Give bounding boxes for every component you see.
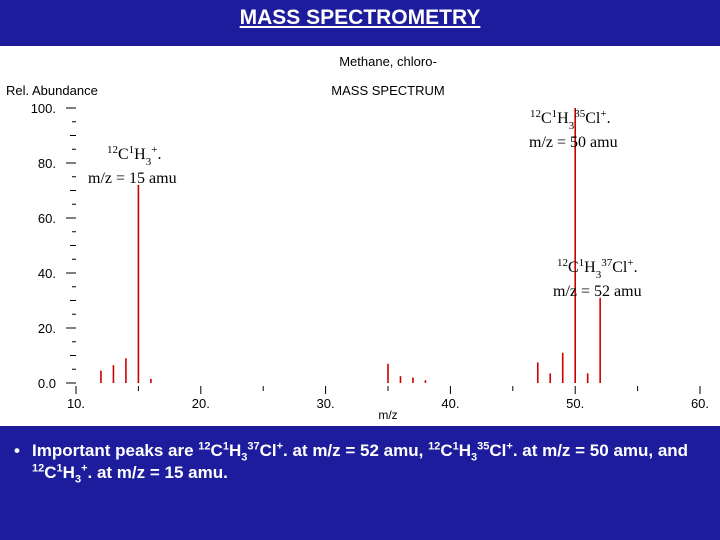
ion-formula-part: 3 <box>596 269 602 281</box>
ion-formula-part: . <box>634 259 638 276</box>
mz-label: m/z = 50 amu <box>529 134 618 151</box>
bullet-text-part: C <box>44 463 57 482</box>
ion-formula-label: 12C1H3+. <box>107 144 161 168</box>
bullet-text-part: 1 <box>452 440 459 453</box>
bullet-text-part: C <box>440 441 453 460</box>
ion-formula-part: 1 <box>129 144 135 156</box>
ion-formula-part: . <box>157 146 161 163</box>
bullet-text-part: + <box>81 462 88 475</box>
bullet-text-part: 37 <box>247 440 260 453</box>
y-tick-label: 40. <box>38 266 56 281</box>
y-tick-label: 100. <box>31 101 56 116</box>
ion-formula-part: 3 <box>569 120 575 132</box>
y-tick-label: 20. <box>38 321 56 336</box>
ion-formula-part: 12 <box>107 144 118 156</box>
bullet-text-part: 3 <box>241 451 248 464</box>
peaks <box>100 108 601 383</box>
ion-formula-part: 12 <box>530 108 541 120</box>
bullet-text-part: 12 <box>32 462 45 475</box>
ion-formula-part: + <box>600 108 606 120</box>
mass-spectrum-svg: Methane, chloro- MASS SPECTRUM Rel. Abun… <box>6 54 709 422</box>
x-tick-label: 30. <box>317 396 335 411</box>
mz-label: m/z = 52 amu <box>553 283 642 300</box>
x-tick-label: 40. <box>441 396 459 411</box>
ion-formula-part: 1 <box>579 257 585 269</box>
ion-formula-part: H <box>557 110 569 127</box>
y-tick-label: 0.0 <box>38 376 56 391</box>
ion-formula-part: Cl <box>585 110 601 127</box>
ion-formula-part: 35 <box>574 108 586 120</box>
bullet-text-part: 1 <box>222 440 229 453</box>
bullet-text-part: 1 <box>56 462 63 475</box>
ion-formula-part: + <box>151 144 157 156</box>
ion-formula-label: 12C1H335Cl+. <box>530 108 611 132</box>
y-tick-label: 80. <box>38 156 56 171</box>
bullet-text-part: . at m/z = 50 amu, and <box>512 441 689 460</box>
ion-formula-part: Cl <box>612 259 628 276</box>
ion-formula-part: H <box>134 146 146 163</box>
bullet-marker: • <box>14 441 20 460</box>
ion-formula-part: 37 <box>601 257 613 269</box>
ion-formula-part: C <box>568 259 579 276</box>
x-tick-label: 20. <box>192 396 210 411</box>
bullet-text-part: 35 <box>477 440 490 453</box>
x-tick-label: 50. <box>566 396 584 411</box>
chart-title: MASS SPECTRUM <box>331 83 444 98</box>
ion-formula-part: C <box>118 146 129 163</box>
bullet-text-part: H <box>458 441 471 460</box>
ion-formula-part: 1 <box>552 108 558 120</box>
y-tick-label: 60. <box>38 211 56 226</box>
bullet-text-part: Cl <box>489 441 507 460</box>
bullet-text-part: C <box>210 441 223 460</box>
x-tick-label: 10. <box>67 396 85 411</box>
bullet-text-part: . at m/z = 52 amu, <box>283 441 429 460</box>
ion-formula-label: 12C1H337Cl+. <box>557 257 638 281</box>
bullet-text-part: + <box>276 440 284 453</box>
ion-formula-part: . <box>607 110 611 127</box>
bullet-text-part: H <box>62 463 75 482</box>
mass-spectrum-chart: Methane, chloro- MASS SPECTRUM Rel. Abun… <box>0 46 720 426</box>
bullet-text: Important peaks are 12C1H337Cl+. at m/z … <box>32 440 714 486</box>
ion-formula-part: 3 <box>146 156 152 168</box>
bullet-text-part: Important peaks are <box>32 441 199 460</box>
ion-formula-part: + <box>627 257 633 269</box>
ion-formula-part: 12 <box>557 257 568 269</box>
bullet-text-part: + <box>506 440 513 453</box>
compound-name: Methane, chloro- <box>339 54 437 69</box>
slide-title: MASS SPECTROMETRY <box>239 6 481 29</box>
bullet-text-part: H <box>228 441 242 460</box>
bullet-text-part: 3 <box>471 451 478 464</box>
x-tick-label: 60. <box>691 396 709 411</box>
ion-formula-part: C <box>541 110 552 127</box>
y-axis: 0.0 20. 40. 60. 80. 100. <box>31 101 76 391</box>
x-axis-label: m/z <box>378 408 397 422</box>
bullet-text-part: 12 <box>198 440 211 453</box>
x-axis: 10. 20. 30. 40. 50. 60. <box>67 386 709 411</box>
bullet-text-part: 12 <box>428 440 441 453</box>
mz-label: m/z = 15 amu <box>88 170 177 187</box>
bullet-text-part: 3 <box>74 473 82 486</box>
ion-formula-part: H <box>584 259 596 276</box>
bullet-text-part: . at m/z = 15 amu. <box>87 463 228 482</box>
y-axis-label: Rel. Abundance <box>6 83 98 98</box>
bullet-text-part: Cl <box>259 441 277 460</box>
bullet-point: • Important peaks are 12C1H337Cl+. at m/… <box>14 440 714 486</box>
